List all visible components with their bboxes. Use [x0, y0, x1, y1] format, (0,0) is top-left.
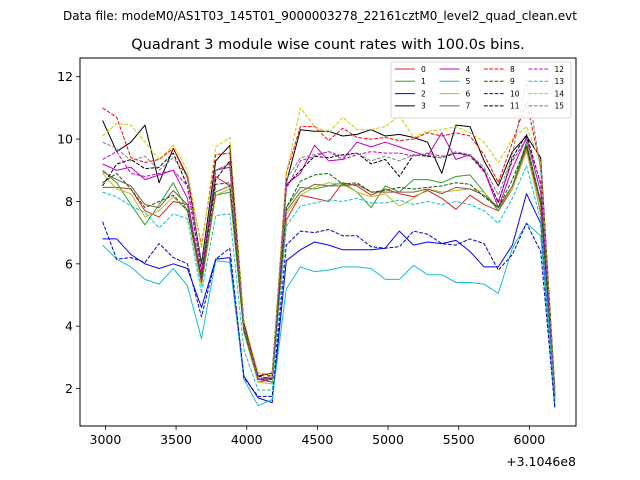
- legend-label: 12: [555, 65, 565, 74]
- axes-background: [80, 58, 576, 426]
- legend-label: 0: [421, 65, 426, 74]
- series-line-0: [102, 144, 556, 402]
- legend-label: 15: [555, 102, 565, 111]
- series-line-8: [102, 101, 556, 389]
- y-tick-label: 10: [57, 132, 73, 147]
- legend-label: 4: [466, 65, 471, 74]
- series-line-4: [102, 132, 556, 395]
- legend-label: 9: [510, 77, 515, 86]
- y-tick-label: 2: [65, 381, 73, 396]
- series-line-14: [102, 107, 556, 389]
- series-line-15: [102, 79, 556, 392]
- series-line-13: [102, 165, 556, 400]
- legend-label: 10: [510, 89, 520, 98]
- series-line-10: [102, 221, 556, 408]
- figure-suptitle: Data file: modeM0/AS1T03_145T01_90000032…: [63, 9, 577, 23]
- y-tick-label: 8: [65, 194, 73, 209]
- series-layer: [102, 79, 556, 408]
- legend-label: 14: [555, 89, 565, 98]
- y-axis: 2 4 6 8 10 12: [57, 69, 80, 396]
- x-offset-label: +3.1046e8: [506, 454, 576, 469]
- y-tick-label: 4: [65, 319, 73, 334]
- legend-label: 1: [421, 77, 426, 86]
- legend-label: 8: [510, 65, 515, 74]
- x-tick-label: 4000: [231, 432, 263, 447]
- x-tick-label: 3000: [90, 432, 122, 447]
- legend-label: 7: [466, 102, 471, 111]
- series-line-9: [102, 144, 556, 397]
- y-tick-label: 6: [65, 256, 73, 271]
- x-axis: 3000 3500 4000 4500 5000 5500 6000: [90, 426, 545, 447]
- x-tick-label: 3500: [160, 432, 192, 447]
- series-line-5: [102, 222, 556, 407]
- x-tick-label: 4500: [301, 432, 333, 447]
- legend-frame: [390, 61, 572, 119]
- legend-label: 6: [466, 89, 471, 98]
- x-tick-label: 5000: [372, 432, 404, 447]
- y-tick-label: 12: [57, 69, 73, 84]
- legend-label: 3: [421, 102, 426, 111]
- series-line-6: [102, 151, 556, 398]
- x-tick-label: 6000: [513, 432, 545, 447]
- legend-label: 13: [555, 77, 565, 86]
- legend-label: 5: [466, 77, 471, 86]
- chart-title: Quadrant 3 module wise count rates with …: [131, 37, 525, 53]
- legend-label: 2: [421, 89, 426, 98]
- x-tick-label: 5500: [443, 432, 475, 447]
- legend-label: 11: [510, 102, 520, 111]
- axes-frame: [79, 57, 577, 427]
- series-line-2: [102, 193, 556, 408]
